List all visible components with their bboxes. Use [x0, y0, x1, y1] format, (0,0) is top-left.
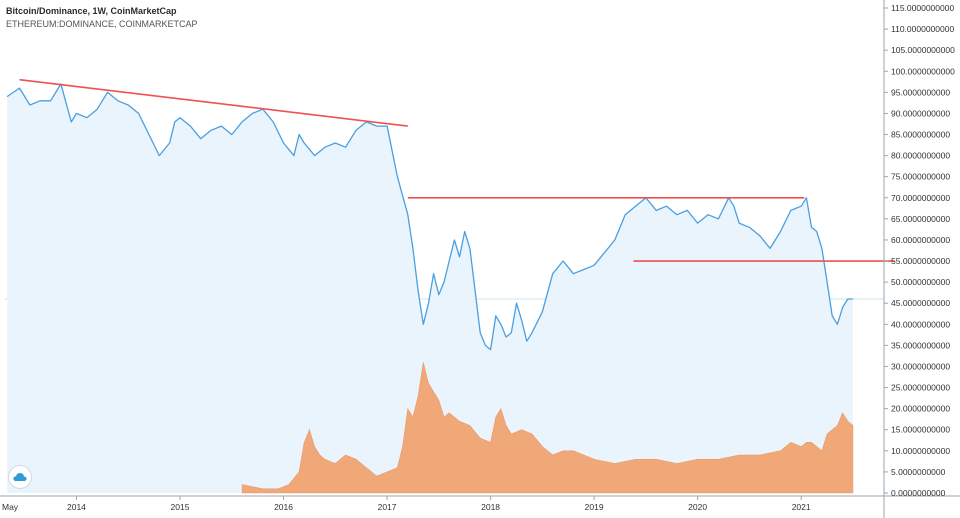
x-tick-label: 2018: [481, 502, 500, 512]
y-tick-label: 50.0000000000: [891, 277, 950, 287]
y-tick-label: 45.0000000000: [891, 298, 950, 308]
y-tick-label: 25.0000000000: [891, 383, 950, 393]
y-tick-label: 55.0000000000: [891, 256, 950, 266]
y-tick-label: 20.0000000000: [891, 404, 950, 414]
y-tick-label: 40.0000000000: [891, 319, 950, 329]
eth-dominance-area: [241, 362, 854, 494]
cloud-logo-icon[interactable]: [8, 465, 32, 489]
y-tick-label: 70.0000000000: [891, 193, 950, 203]
x-tick-label: 2021: [792, 502, 811, 512]
trendline-layer: [19, 78, 895, 262]
x-tick-label: 2019: [585, 502, 604, 512]
y-tick-label: 75.0000000000: [891, 172, 950, 182]
trendline: [19, 78, 408, 127]
y-tick-label: 80.0000000000: [891, 151, 950, 161]
y-tick-label: 60.0000000000: [891, 235, 950, 245]
y-tick-label: 90.0000000000: [891, 108, 950, 118]
chart-subtitle: ETHEREUM:DOMINANCE, COINMARKETCAP: [6, 19, 198, 29]
x-tick-label: 2015: [171, 502, 190, 512]
btc-dominance-line: [6, 83, 853, 351]
y-tick-label: 0.0000000000: [891, 488, 946, 498]
y-tick-label: 10.0000000000: [891, 446, 950, 456]
y-tick-label: 115.0000000000: [891, 3, 954, 13]
y-tick-label: 85.0000000000: [891, 130, 950, 140]
x-tick-label: 2020: [688, 502, 707, 512]
x-tick-label-first: May: [2, 502, 19, 512]
y-tick-label: 105.0000000000: [891, 45, 955, 55]
y-tick-label: 35.0000000000: [891, 340, 950, 350]
x-tick-label: 2014: [67, 502, 86, 512]
y-tick-label: 5.0000000000: [891, 467, 946, 477]
btc-dominance-area: [7, 83, 853, 494]
y-tick-label: 65.0000000000: [891, 214, 950, 224]
y-tick-label: 110.0000000000: [891, 24, 954, 34]
y-tick-label: 30.0000000000: [891, 361, 950, 371]
x-tick-label: 2016: [274, 502, 293, 512]
x-tick-label: 2017: [378, 502, 397, 512]
series-layer: [6, 83, 854, 494]
chart-title: Bitcoin/Dominance, 1W, CoinMarketCap: [6, 6, 177, 16]
y-tick-label: 100.0000000000: [891, 66, 955, 76]
y-tick-label: 95.0000000000: [891, 87, 950, 97]
cloud-icon: [13, 473, 27, 481]
y-tick-label: 15.0000000000: [891, 425, 950, 435]
